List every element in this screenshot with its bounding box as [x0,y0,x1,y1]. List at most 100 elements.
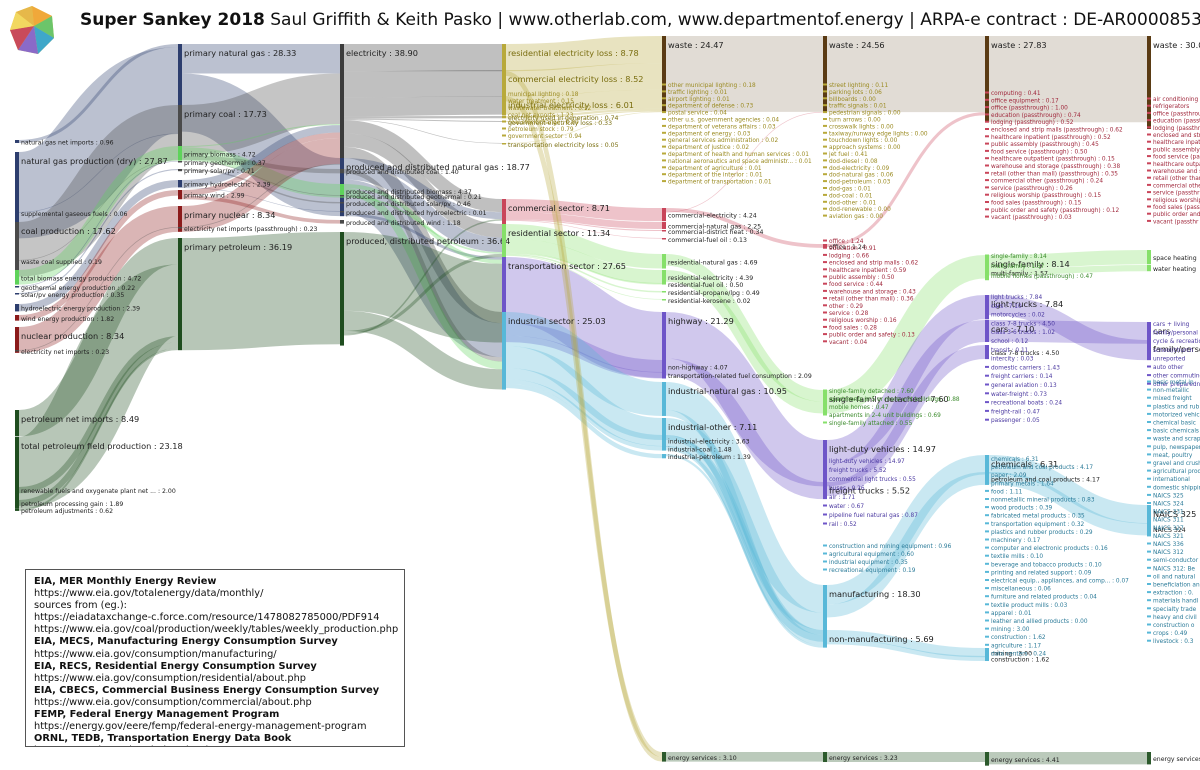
sankey-node [985,752,989,766]
source-url[interactable]: https://eiadataxchange-c.force.com/resou… [34,612,380,624]
node-label: petroleum processing gain : 1.89 [21,501,123,508]
minor-label: food service (passthrough) : 0.50 [991,149,1088,155]
sankey-link [826,345,986,496]
sankey-node [662,360,666,373]
minor-label: food sales : 0.28 [829,325,877,331]
minor-node [985,215,989,218]
minor-label: plastics and rubber products : 0.29 [991,530,1093,536]
minor-node [985,579,989,581]
sankey-node [985,472,989,485]
sankey-node [662,312,666,378]
sankey-node [662,382,666,416]
minor-node [1147,493,1151,496]
minor-node [823,275,827,278]
minor-node [502,113,506,116]
minor-label: dod-renewable : 0.00 [829,207,891,213]
source-url[interactable]: http://cta.ornl.gov/data/index.shtml [34,745,396,746]
minor-node [1147,111,1151,114]
minor-node [823,282,827,285]
minor-label: NAICS 336 [1153,542,1184,548]
node-label: residential-fuel oil : 0.50 [668,282,743,289]
source-url[interactable]: https://www.eia.gov/consumption/commerci… [34,696,312,708]
minor-node [1147,631,1151,634]
sankey-node [823,244,827,248]
minor-label: light-duty vehicles : 14.97 [829,459,905,465]
sankey-node [662,230,666,232]
node-label: waste : 24.56 [829,40,885,50]
minor-label: NAICS 324 [1153,502,1184,508]
node-label: electricity used in generation : 0.74 [508,115,619,122]
sankey-node [502,96,506,115]
minor-label: mixed freight [1153,396,1192,402]
minor-node [1147,607,1151,610]
minor-node [985,128,989,130]
minor-node [823,421,827,424]
node-label: energy services : 4.41 [991,757,1060,764]
sankey-link [343,133,503,238]
sankey-node [662,454,666,459]
source-title: FEMP, Federal Energy Management Program [34,709,280,721]
sankey-node [502,143,506,145]
sankey-node [15,315,19,321]
sankey-node [340,169,344,174]
source-url[interactable]: https://www.eia.gov/totalenergy/data/mon… [34,588,264,600]
sankey-link [181,125,341,188]
minor-node [823,389,827,392]
minor-node [823,187,827,189]
sankey-link [505,71,663,762]
node-label: multi-family : 1.57 [991,270,1048,277]
sankey-node [340,44,344,165]
minor-label: service (passthr [1153,191,1200,197]
minor-label: mobile homes : 0.47 [829,405,889,411]
sankey-node [823,482,827,500]
minor-label: lodging (passthrough) [1153,126,1200,132]
minor-label: single-family : 8.14 [991,254,1047,260]
node-label: primary hydroelectric : 2.39 [184,182,271,189]
minor-node [823,468,827,471]
source-url[interactable]: https://energy.gov/eere/femp/federal-ene… [34,721,367,733]
minor-node [1147,198,1151,201]
minor-label: general aviation : 0.13 [991,383,1057,389]
minor-node [1147,104,1151,107]
sankey-link [505,220,663,239]
source-url[interactable]: https://www.eia.gov/consumption/resident… [34,672,307,684]
minor-node [1147,396,1151,399]
node-label: petroleum adjustments : 0.62 [21,508,113,515]
node-label: produced and distributed coal : 1.40 [346,169,459,176]
minor-label: education (passthrough) [1153,119,1200,125]
minor-label: taxiway/runway edge lights : 0.00 [829,131,928,137]
source-url[interactable]: https://www.eia.gov/consumption/manufact… [34,648,277,660]
sankey-node [1147,250,1151,265]
minor-node [985,91,989,94]
minor-label: office : 1.24 [829,239,864,245]
sankey-link [665,418,824,630]
minor-node [985,135,989,138]
node-label: total petroleum field production : 23.18 [21,441,183,451]
node-label: total biomass energy production : 4.72 [21,275,141,282]
sankey-node [15,212,19,214]
minor-label: touchdown lights : 0.00 [829,138,898,144]
title-bold: Super Sankey 2018 [80,10,265,30]
minor-node [1147,205,1151,208]
minor-node [823,304,827,307]
minor-node [985,562,989,565]
sankey-link [505,253,663,293]
minor-label: miscellaneous : 0.06 [991,587,1051,593]
minor-label: crosswalk lights : 0.00 [829,124,894,130]
sankey-node [662,299,666,301]
minor-label: retail (other than mall) : 0.36 [829,297,914,303]
minor-label: refrigerators [1153,104,1189,110]
minor-node [823,193,827,196]
minor-node [1147,518,1151,521]
minor-label: water treatment : 0.15 [508,99,574,105]
sankey-node [823,752,827,763]
sankey-link [18,348,179,511]
minor-label: heavy and civil [1153,615,1197,621]
sankey-node [15,152,19,239]
source-url[interactable]: https://www.eia.gov/coal/production/week… [34,624,399,636]
source-url[interactable]: sources from (eg.): [34,600,127,612]
sankey-node [15,304,19,312]
minor-node [823,289,827,292]
minor-label: recreational equipment : 0.19 [829,568,916,574]
node-label: transportation-related fuel consumption … [668,373,812,380]
